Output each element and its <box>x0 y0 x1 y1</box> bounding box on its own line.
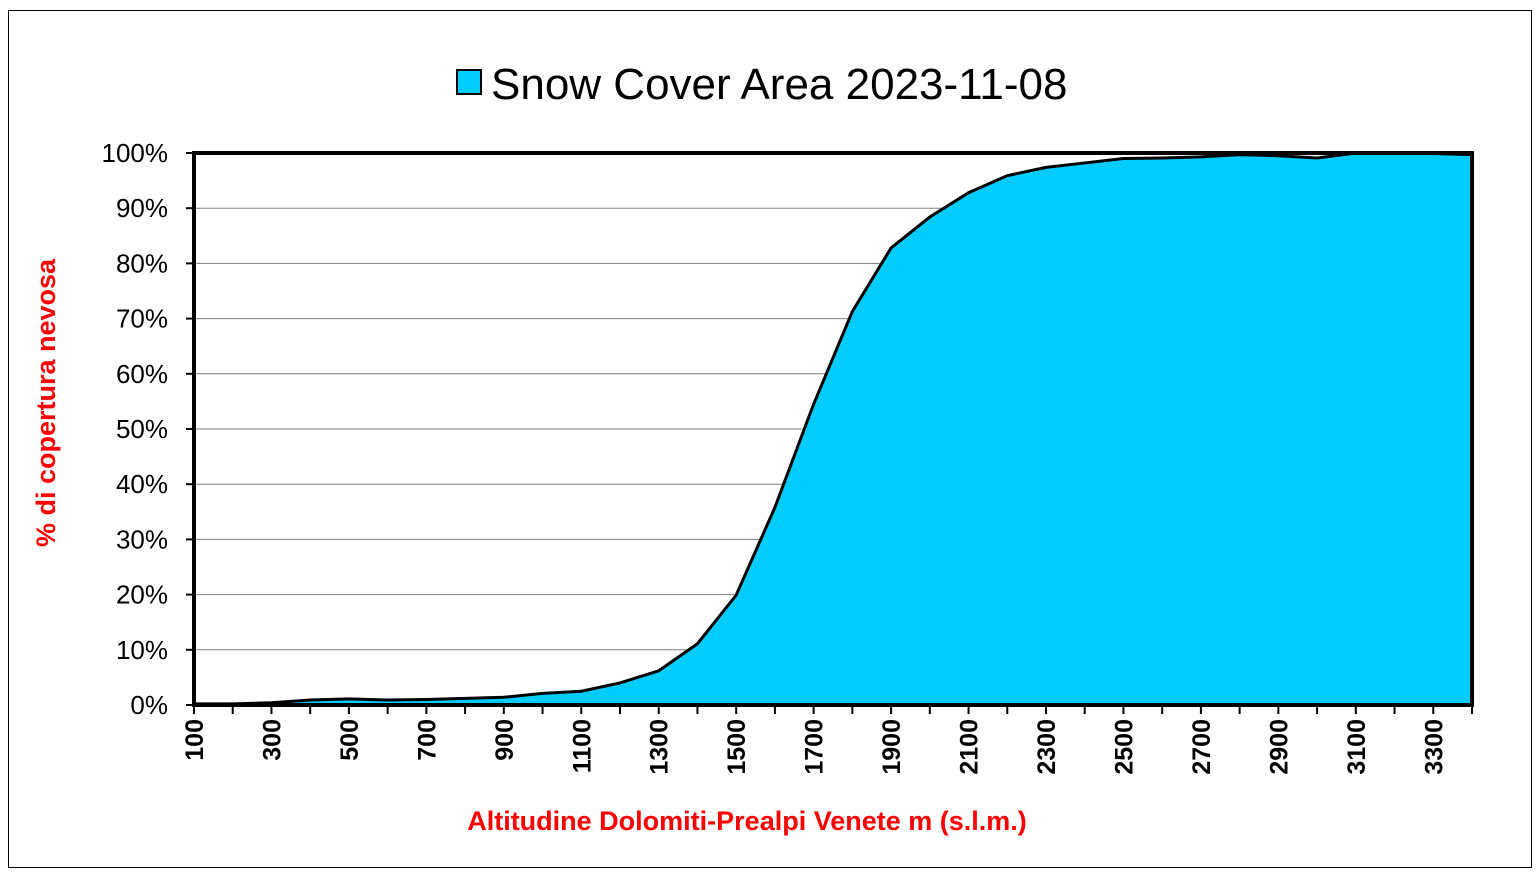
x-tick-label: 300 <box>258 719 286 761</box>
x-tick-label: 3300 <box>1420 719 1448 775</box>
y-tick-label: 30% <box>116 524 168 554</box>
y-tick-label: 0% <box>130 690 168 720</box>
x-tick-label: 500 <box>336 719 364 761</box>
x-tick-label: 2100 <box>956 719 984 775</box>
y-tick-label: 100% <box>102 138 169 168</box>
x-tick-label: 900 <box>491 719 519 761</box>
x-tick-label: 1500 <box>723 719 751 775</box>
x-axis-title: Altitudine Dolomiti-Prealpi Venete m (s.… <box>467 806 1027 836</box>
x-tick-label: 2900 <box>1265 719 1293 775</box>
x-tick-label: 1900 <box>878 719 906 775</box>
x-tick-label: 100 <box>181 719 209 761</box>
y-axis-title: % di copertura nevosa <box>31 258 61 547</box>
legend-label: Snow Cover Area 2023-11-08 <box>491 60 1067 109</box>
snow-cover-line <box>194 151 1473 706</box>
snow-cover-area <box>194 153 1472 705</box>
y-tick-label: 20% <box>116 580 168 610</box>
y-tick-label: 10% <box>116 635 168 665</box>
x-axis: 100 300 500 700 900 1100 1300 1500 1700 1900 2100 2… <box>181 705 1473 775</box>
x-tick-label: 1700 <box>801 719 829 775</box>
x-tick-label: 1300 <box>646 719 674 775</box>
x-tick-label: 2500 <box>1110 719 1138 775</box>
y-axis: 0% 10% 20% 30% 40% 50% 60% 70% 80% 90% 100% <box>102 138 194 720</box>
y-tick-label: 80% <box>116 248 168 278</box>
y-tick-label: 70% <box>116 304 168 334</box>
y-tick-label: 60% <box>116 359 168 389</box>
x-tick-label: 2300 <box>1033 719 1061 775</box>
x-tick-label: 700 <box>413 719 441 761</box>
y-tick-label: 40% <box>116 469 168 499</box>
x-tick-label: 3100 <box>1343 719 1371 775</box>
y-tick-label: 90% <box>116 193 168 223</box>
legend-swatch <box>456 69 482 95</box>
x-tick-label: 2700 <box>1188 719 1216 775</box>
y-tick-label: 50% <box>116 414 168 444</box>
x-tick-label: 1100 <box>568 719 596 773</box>
